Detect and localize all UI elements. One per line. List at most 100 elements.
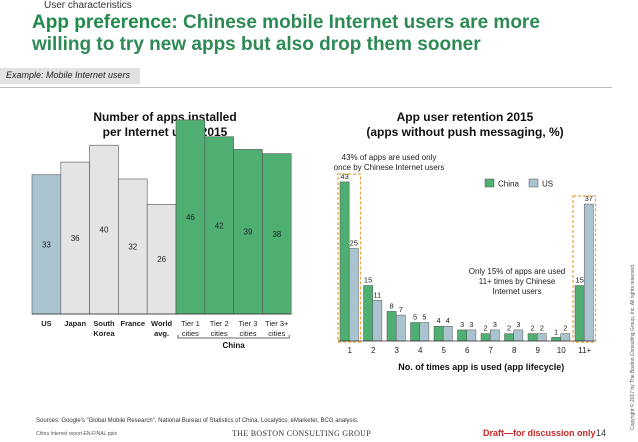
bar-us-5 — [466, 329, 477, 342]
tick-label-apps-5-0: Tier 1 — [181, 319, 200, 328]
bar-us-0 — [348, 248, 359, 342]
bar-value-us-2: 7 — [399, 305, 403, 314]
highlight-box-0 — [337, 173, 362, 343]
tick-label-retention-3: 4 — [418, 346, 423, 355]
bar-value-us-0: 25 — [350, 239, 358, 248]
tick-label-apps-8-0: Tier 3+ — [265, 319, 289, 328]
annotation-first-use: 43% of apps are used only once by Chines… — [318, 153, 460, 173]
bar-china-3 — [410, 322, 420, 342]
legend-label-us: US — [542, 180, 553, 189]
tick-label-apps-6-1: cities — [211, 329, 228, 338]
bar-china-1 — [363, 285, 373, 342]
china-group-label: China — [222, 341, 245, 350]
bar-apps-6 — [204, 136, 234, 315]
file-name: China Internet report-EN-FINAL.pptx — [36, 431, 118, 437]
bar-value-china-4: 4 — [437, 316, 441, 325]
bar-value-apps-3: 32 — [128, 242, 137, 251]
tick-label-apps-4-0: World — [151, 319, 173, 328]
tick-label-retention-1: 2 — [371, 346, 376, 355]
bar-value-china-2: 8 — [390, 301, 394, 310]
bar-value-china-8: 2 — [531, 324, 535, 333]
bar-apps-5 — [175, 119, 206, 315]
bar-value-apps-4: 26 — [157, 255, 166, 264]
legend-label-china: China — [498, 180, 519, 189]
tick-label-retention-4: 5 — [442, 346, 447, 355]
x-axis-label-retention: No. of times app is used (app lifecycle) — [398, 362, 564, 372]
tick-label-apps-6-0: Tier 2 — [210, 319, 229, 328]
tick-label-retention-0: 1 — [348, 346, 353, 355]
tick-label-retention-10: 11+ — [578, 346, 591, 355]
legend-swatch-us — [528, 178, 539, 188]
bar-us-10 — [583, 203, 594, 342]
bar-value-apps-5: 46 — [186, 213, 195, 222]
bar-value-china-3: 5 — [413, 313, 417, 322]
bcg-logo: THE BOSTON CONSULTING GROUP — [232, 429, 372, 438]
annotation-first-use-line2: once by Chinese Internet users — [333, 163, 445, 172]
annotation-first-use-line1: 43% of apps are used only — [341, 153, 437, 162]
tick-label-retention-9: 10 — [557, 346, 566, 355]
annotation-eleven-plus-line1: Only 15% of apps are used — [468, 267, 566, 276]
tick-label-apps-7-1: cities — [239, 329, 256, 338]
bar-value-china-6: 2 — [484, 324, 488, 333]
bar-china-6 — [480, 333, 491, 342]
tick-label-apps-7-0: Tier 3 — [239, 319, 258, 328]
bar-value-china-1: 15 — [364, 276, 372, 285]
bar-china-2 — [386, 311, 397, 342]
bar-china-10 — [574, 285, 585, 342]
bar-apps-3 — [118, 178, 148, 315]
tick-label-apps-0-0: US — [41, 319, 51, 328]
right-chart-title: App user retention 2015 (apps without pu… — [325, 110, 605, 140]
bar-china-7 — [504, 333, 514, 342]
tick-label-apps-4-1: avg. — [154, 329, 169, 338]
tick-label-retention-2: 3 — [395, 346, 400, 355]
bar-value-apps-0: 33 — [42, 240, 51, 249]
page-title: App preference: Chinese mobile Internet … — [32, 12, 592, 56]
bar-us-8 — [536, 333, 547, 342]
tick-label-apps-3-0: France — [120, 319, 145, 328]
bar-value-us-1: 11 — [373, 290, 381, 299]
bar-apps-4 — [146, 203, 177, 315]
bar-china-8 — [527, 333, 538, 342]
bar-value-china-9: 1 — [554, 327, 558, 336]
bar-value-us-6: 3 — [493, 320, 497, 329]
bar-value-us-10: 37 — [585, 194, 593, 203]
bar-value-us-3: 5 — [422, 313, 426, 322]
bar-value-china-5: 3 — [460, 320, 464, 329]
tick-label-apps-2-1: Korea — [93, 329, 115, 338]
tick-label-apps-2-0: South — [93, 319, 115, 328]
bar-value-apps-8: 38 — [272, 230, 281, 239]
sources-note: Sources: Google's "Global Mobile Researc… — [36, 418, 359, 424]
bar-value-apps-6: 42 — [215, 221, 224, 230]
right-chart-title-line2: (apps without push messaging, %) — [366, 125, 564, 139]
tick-label-retention-6: 7 — [489, 346, 494, 355]
title-rest: : Chinese mobile Internet users are more… — [32, 12, 540, 55]
page-number: 14 — [596, 428, 607, 438]
bar-us-7 — [513, 329, 524, 342]
annotation-eleven-plus-line2: 11+ times by Chinese — [478, 277, 556, 286]
bar-china-9 — [551, 337, 561, 342]
copyright-text: Copyright © 2017 by The Boston Consultin… — [630, 263, 636, 430]
bar-us-6 — [489, 329, 500, 342]
tick-label-apps-8-1: cities — [268, 329, 285, 338]
bar-value-us-5: 3 — [469, 320, 473, 329]
bar-value-us-7: 3 — [516, 320, 520, 329]
tick-label-apps-1-0: Japan — [64, 319, 86, 328]
bar-value-us-9: 2 — [563, 324, 567, 333]
bar-us-2 — [395, 314, 406, 342]
bar-value-us-4: 4 — [446, 316, 450, 325]
bar-value-china-0: 43 — [340, 172, 348, 181]
draft-label: Draft—for discussion only — [483, 428, 596, 438]
bar-value-china-10: 15 — [575, 276, 583, 285]
legend-swatch-china — [484, 178, 495, 188]
bar-us-9 — [560, 333, 571, 342]
tick-label-retention-7: 8 — [512, 346, 517, 355]
bar-us-3 — [419, 322, 430, 342]
bar-china-0 — [339, 181, 350, 342]
bar-value-china-7: 2 — [507, 324, 511, 333]
bar-value-apps-2: 40 — [100, 226, 109, 235]
annotation-eleven-plus-line3: Internet users — [492, 287, 542, 296]
tick-label-retention-8: 9 — [536, 346, 541, 355]
